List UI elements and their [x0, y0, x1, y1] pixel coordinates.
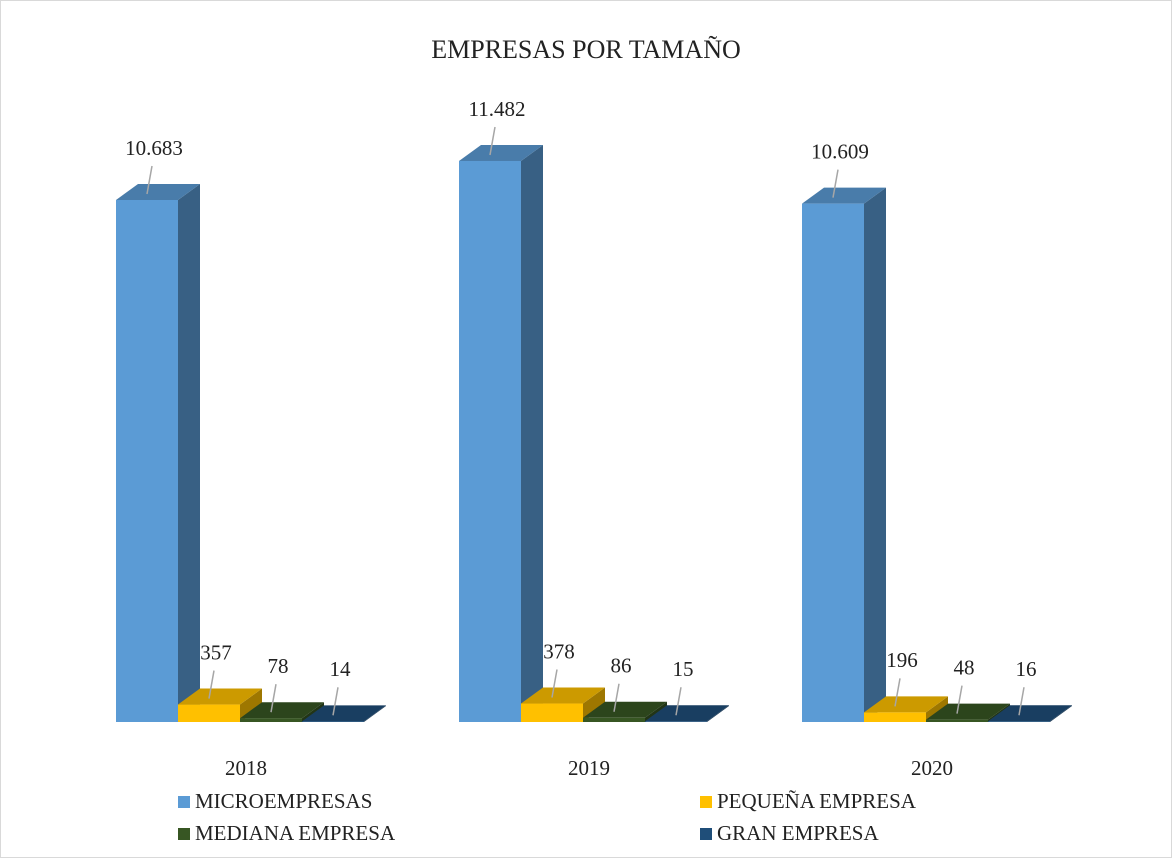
leader-line	[1018, 687, 1025, 716]
bar	[240, 702, 324, 722]
bar-face	[116, 184, 200, 200]
x-tick-label: 2020	[911, 756, 953, 780]
bar-face	[459, 144, 543, 161]
bar-face	[459, 160, 521, 722]
bar	[864, 696, 948, 722]
data-label: 10.683	[125, 136, 183, 160]
bar-face	[302, 702, 324, 722]
bar-face	[864, 712, 926, 722]
bar-face	[802, 187, 886, 204]
bar-face	[116, 200, 178, 722]
legend-label: MICROEMPRESAS	[195, 789, 372, 813]
bar-face	[988, 705, 1072, 722]
leader-line	[894, 678, 901, 707]
leader-line	[832, 169, 839, 198]
leader-line	[675, 687, 682, 716]
bar-face	[926, 703, 1010, 720]
data-label: 14	[330, 657, 352, 681]
data-label: 16	[1016, 657, 1037, 681]
bar	[802, 187, 886, 722]
data-label: 196	[886, 648, 918, 672]
leader-line	[270, 684, 277, 713]
bar-face	[707, 705, 729, 722]
bar-face	[521, 687, 605, 704]
bar-face	[240, 718, 302, 722]
bar-face	[864, 696, 948, 713]
x-tick-label: 2018	[225, 756, 267, 780]
bar	[645, 705, 729, 722]
bar-face	[583, 717, 645, 722]
bar	[988, 705, 1072, 722]
x-tick-label: 2019	[568, 756, 610, 780]
bar-face	[178, 704, 240, 722]
data-label: 357	[200, 640, 232, 664]
leader-line	[146, 165, 153, 195]
bar-face	[645, 701, 667, 722]
legend-swatch	[700, 828, 712, 840]
bar-face	[178, 184, 200, 722]
bar-face	[926, 696, 948, 722]
data-label: 86	[611, 654, 632, 678]
leader-line	[956, 685, 963, 714]
leader-line	[332, 687, 339, 716]
legend-swatch	[178, 796, 190, 808]
chart-title: EMPRESAS POR TAMAÑO	[431, 35, 741, 64]
bar-face	[178, 688, 262, 705]
bar	[459, 144, 543, 722]
legend-label: MEDIANA EMPRESA	[195, 821, 396, 845]
legend-swatch	[178, 828, 190, 840]
bar	[521, 687, 605, 722]
bar-face	[583, 701, 667, 718]
data-label: 78	[268, 654, 289, 678]
data-label: 48	[954, 655, 975, 679]
bar-face	[521, 144, 543, 722]
data-label: 15	[673, 657, 694, 681]
legend-label: PEQUEÑA EMPRESA	[717, 789, 917, 813]
legend-swatch	[700, 796, 712, 808]
leader-line	[489, 126, 496, 156]
bar-face	[240, 702, 324, 719]
data-label: 10.609	[811, 139, 869, 163]
bar-face	[364, 705, 386, 722]
bar-face	[645, 721, 707, 722]
bar-face	[302, 721, 364, 722]
data-label: 378	[543, 639, 575, 663]
leader-line	[208, 670, 215, 699]
bar	[583, 701, 667, 722]
bar-face	[926, 719, 988, 722]
bar	[178, 688, 262, 722]
legend-label: GRAN EMPRESA	[717, 821, 879, 845]
bar-face	[864, 187, 886, 722]
leader-line	[551, 669, 558, 698]
bar-face	[240, 688, 262, 722]
bar-face	[802, 203, 864, 722]
bar-face	[1050, 705, 1072, 722]
data-label: 11.482	[469, 97, 526, 121]
bar	[116, 184, 200, 722]
bar-face	[988, 721, 1050, 722]
bar-face	[302, 705, 386, 722]
bar-face	[521, 703, 583, 722]
bar	[302, 705, 386, 722]
leader-line	[613, 683, 620, 712]
bar-face	[645, 705, 729, 722]
bar-face	[583, 687, 605, 722]
